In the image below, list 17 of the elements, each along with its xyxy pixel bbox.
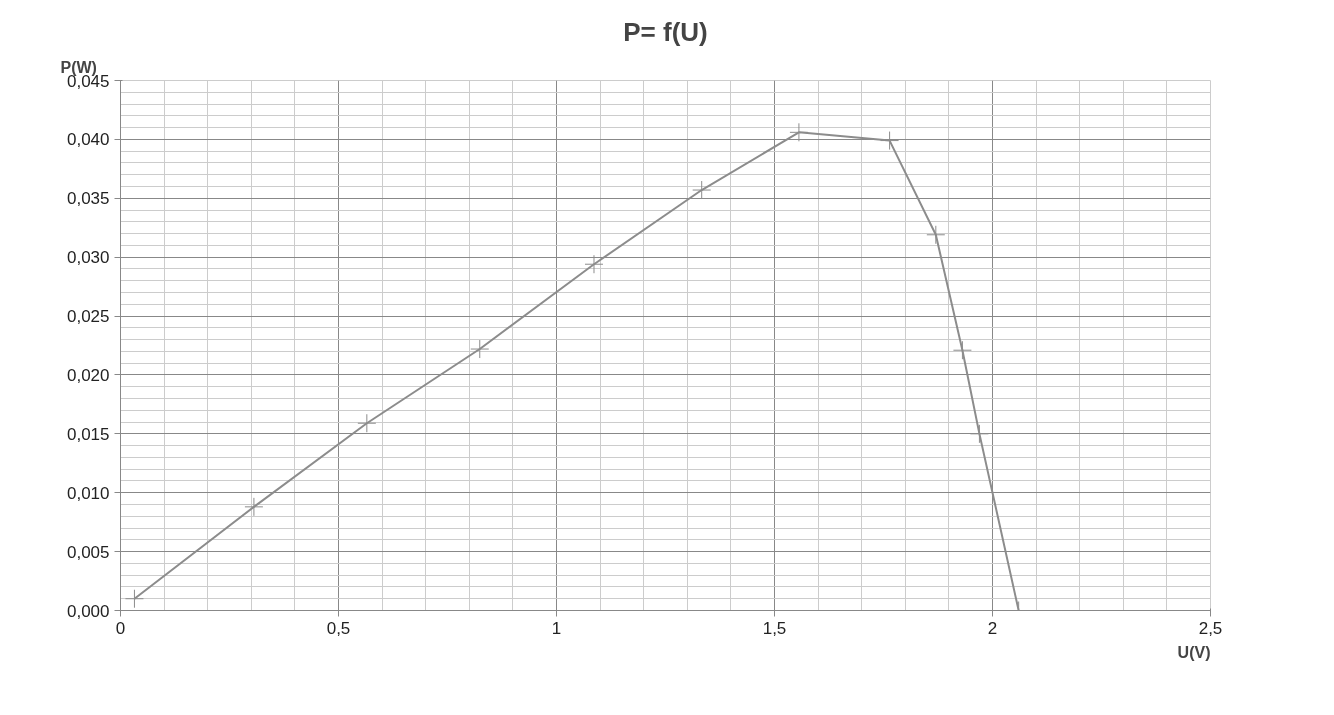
y-tick-label: 0,035 (66, 189, 110, 209)
y-tick-label: 0,010 (66, 483, 110, 503)
y-tick-label: 0,040 (66, 130, 110, 150)
x-tick-label: 1,5 (762, 618, 787, 638)
x-tick-label: 1 (551, 618, 562, 638)
x-tick-label: 0 (115, 618, 126, 638)
x-tick-label: 2 (987, 618, 998, 638)
y-tick-label: 0,015 (66, 424, 110, 444)
x-tick-label: 2,5 (1198, 618, 1223, 638)
y-tick-label: 0,025 (66, 307, 110, 327)
y-tick-label: 0,005 (66, 542, 110, 562)
y-tick-label: 0,020 (66, 365, 110, 385)
x-tick-label: 0,5 (326, 618, 351, 638)
y-tick-label: 0,000 (66, 601, 110, 621)
x-axis-title: U(V) (1177, 643, 1211, 661)
chart-title: P= f(U) (623, 16, 708, 47)
y-tick-label: 0,030 (66, 248, 110, 268)
